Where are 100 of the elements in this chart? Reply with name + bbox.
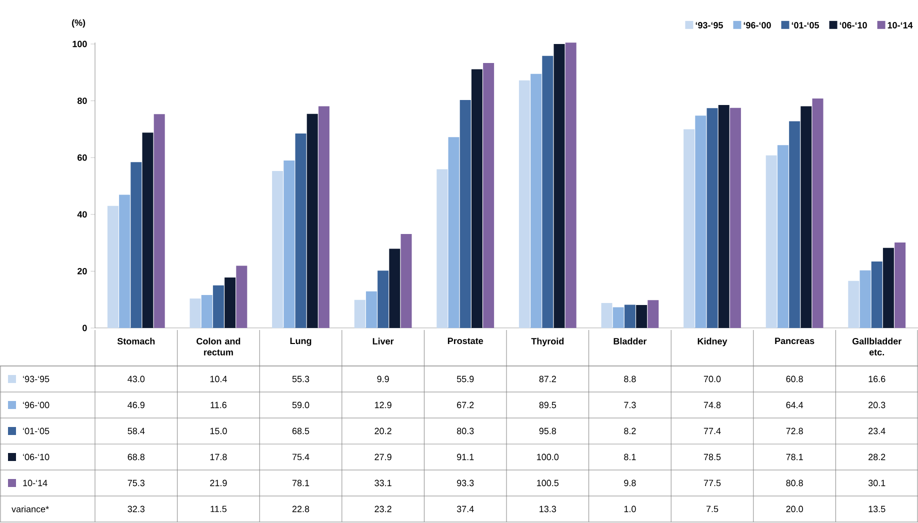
bar (636, 304, 648, 328)
bar (695, 116, 706, 328)
data-label: 87.2 (539, 376, 556, 382)
x-tick-label: Colon and rectum (196, 338, 240, 356)
bar (777, 145, 788, 328)
y-axis-title: (%) (72, 19, 86, 28)
y-tick-label: 100 (72, 40, 87, 48)
legend-label: ‘06-‘10 (840, 22, 867, 28)
text: 13.3 (540, 506, 556, 512)
data-label: 10.4 (210, 376, 227, 382)
bar (601, 303, 612, 328)
bar (542, 56, 554, 328)
data-label: 78.1 (786, 454, 803, 460)
data-label: 68.5 (292, 428, 310, 434)
data-label: 11.6 (210, 402, 226, 408)
data-label: 93.3 (457, 480, 474, 486)
data-label: 20.3 (868, 402, 886, 408)
text: variance* (12, 506, 49, 512)
bar (871, 262, 882, 328)
data-label: 78.1 (292, 480, 310, 486)
data-label: 80.8 (786, 480, 803, 486)
data-label: 59.0 (292, 402, 310, 408)
bar (730, 108, 741, 328)
bar (565, 42, 576, 328)
data-label: 15.0 (210, 428, 227, 434)
text: ‘93-‘95 (23, 376, 50, 382)
bar (483, 63, 494, 328)
data-label: 58.4 (128, 428, 145, 434)
y-tick-label: 80 (77, 98, 87, 104)
data-label: 16.6 (868, 376, 886, 382)
y-tick-label: 40 (77, 211, 87, 218)
bar (212, 285, 224, 328)
y-tick-label: 20 (78, 268, 87, 274)
bar (306, 114, 318, 328)
data-label: 74.8 (704, 402, 721, 408)
text: 13.5 (868, 506, 886, 512)
text: 37.4 (456, 506, 474, 512)
data-label: 8.1 (624, 454, 636, 460)
text: 20.0 (786, 506, 803, 512)
bar (648, 300, 659, 328)
data-label: 8.8 (624, 376, 636, 382)
data-label: 75.4 (292, 454, 310, 460)
legend-label: ‘93-‘95 (696, 22, 723, 28)
data-label: 55.3 (292, 376, 310, 382)
text: ‘06-‘10 (23, 454, 50, 460)
text: 22.8 (292, 506, 310, 512)
text: 7.5 (706, 506, 718, 512)
bar (142, 132, 154, 328)
x-tick-label: Prostate (448, 338, 484, 344)
bar (471, 69, 482, 328)
data-label: 33.1 (374, 480, 392, 486)
bar (366, 291, 377, 328)
bar (436, 169, 448, 328)
data-label: 30.1 (868, 480, 886, 486)
bar (684, 129, 695, 328)
text: 23.2 (374, 506, 392, 512)
data-label: 70.0 (704, 376, 721, 382)
bar (224, 277, 236, 328)
data-label: 77.4 (704, 428, 721, 434)
data-label: 95.8 (539, 428, 556, 434)
data-label: 17.8 (210, 454, 227, 460)
x-tick-label: Pancreas (775, 338, 814, 344)
data-label: 68.8 (128, 454, 145, 460)
text: 11.5 (210, 506, 226, 512)
bar (295, 133, 306, 328)
bar (789, 121, 800, 328)
data-label: 27.9 (374, 454, 392, 460)
data-label: 89.5 (539, 402, 556, 408)
bar (107, 206, 118, 328)
legend-label: ‘01-‘05 (792, 22, 820, 28)
bar (236, 266, 248, 328)
data-label: 12.9 (374, 402, 392, 408)
data-label: 100.5 (537, 480, 559, 486)
x-tick-label: Bladder (614, 338, 647, 344)
data-label: 20.2 (374, 428, 392, 434)
y-tick-label: 0 (82, 324, 87, 332)
data-label: 80.3 (456, 428, 474, 434)
bar (190, 298, 201, 328)
x-tick-label: Lung (290, 338, 312, 346)
data-label: 28.2 (868, 454, 886, 460)
bar (378, 270, 389, 328)
data-label: 7.3 (624, 402, 636, 408)
bar (894, 242, 906, 328)
data-label: 91.1 (457, 454, 474, 460)
data-label: 64.4 (786, 402, 804, 408)
bar (718, 105, 730, 328)
legend-label: 10-‘14 (888, 22, 913, 28)
data-label: 100.0 (537, 454, 559, 460)
data-label: 8.2 (624, 428, 636, 434)
data-label: 23.4 (868, 428, 886, 434)
text: ‘01-‘05 (23, 428, 50, 434)
bar (612, 307, 624, 328)
bar (119, 194, 130, 328)
bar (706, 108, 718, 328)
data-label: 55.9 (456, 376, 474, 382)
data-label: 77.5 (704, 480, 721, 486)
y-tick-label: 60 (78, 154, 87, 161)
text: 10-‘14 (23, 480, 48, 486)
bar (530, 74, 542, 328)
bar (624, 304, 636, 328)
